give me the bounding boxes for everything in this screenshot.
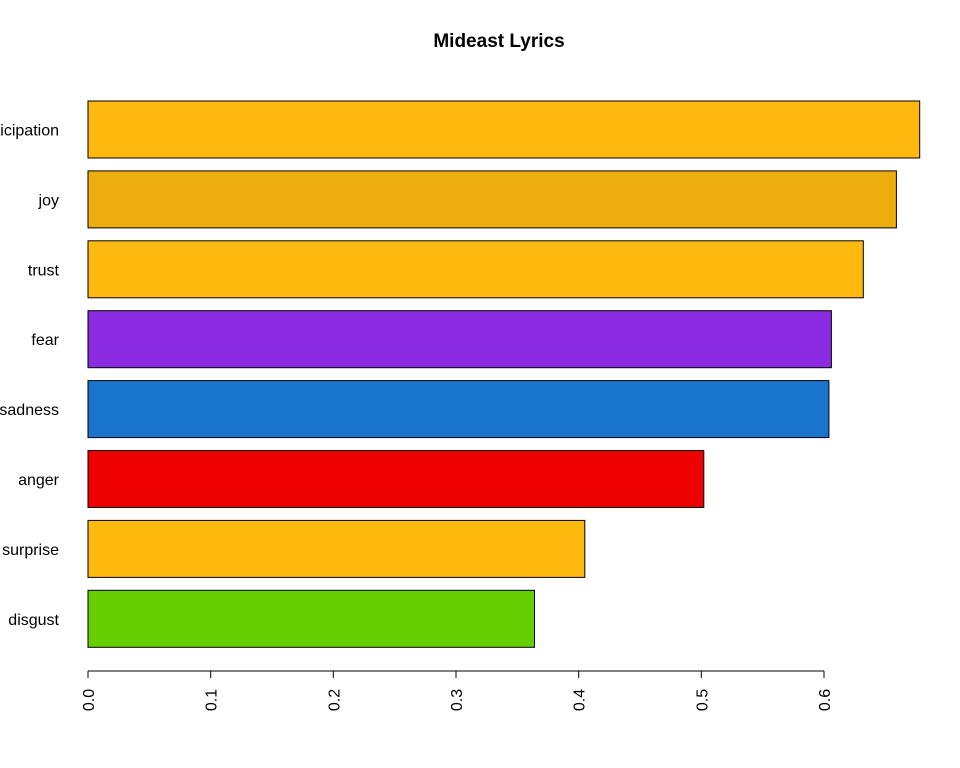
bar-sadness — [87, 380, 830, 439]
category-labels: anticipation joy trust fear sadness anger surp… — [0, 123, 60, 629]
x-tick-label: 0.5 — [694, 689, 711, 711]
x-tick-label: 0.2 — [326, 689, 343, 711]
category-label-trust: trust — [28, 262, 60, 279]
bar-anticipation — [87, 100, 921, 159]
x-axis: 0.0 0.1 0.2 0.3 0.4 0.5 0.6 — [81, 670, 834, 711]
category-label-sadness: sadness — [0, 402, 59, 419]
x-tick-label: 0.3 — [449, 689, 466, 711]
category-label-anger: anger — [18, 472, 60, 489]
bar-trust — [87, 240, 864, 299]
bar-surprise — [87, 519, 586, 578]
category-label-disgust: disgust — [8, 612, 59, 629]
bar-anger — [87, 450, 705, 508]
chart-title: Mideast Lyrics — [433, 31, 564, 52]
bar-fear — [87, 310, 832, 369]
category-label-surprise: surprise — [2, 542, 59, 559]
x-tick-label: 0.6 — [817, 689, 834, 711]
bars-group — [87, 100, 921, 648]
x-tick-label: 0.1 — [204, 689, 221, 711]
category-label-anticipation: anticipation — [0, 123, 59, 140]
bar-joy — [87, 170, 897, 229]
category-label-joy: joy — [38, 192, 59, 209]
bar-disgust — [87, 589, 535, 648]
category-label-fear: fear — [31, 332, 59, 349]
x-tick-label: 0.4 — [572, 689, 589, 711]
x-tick-label: 0.0 — [81, 689, 98, 711]
